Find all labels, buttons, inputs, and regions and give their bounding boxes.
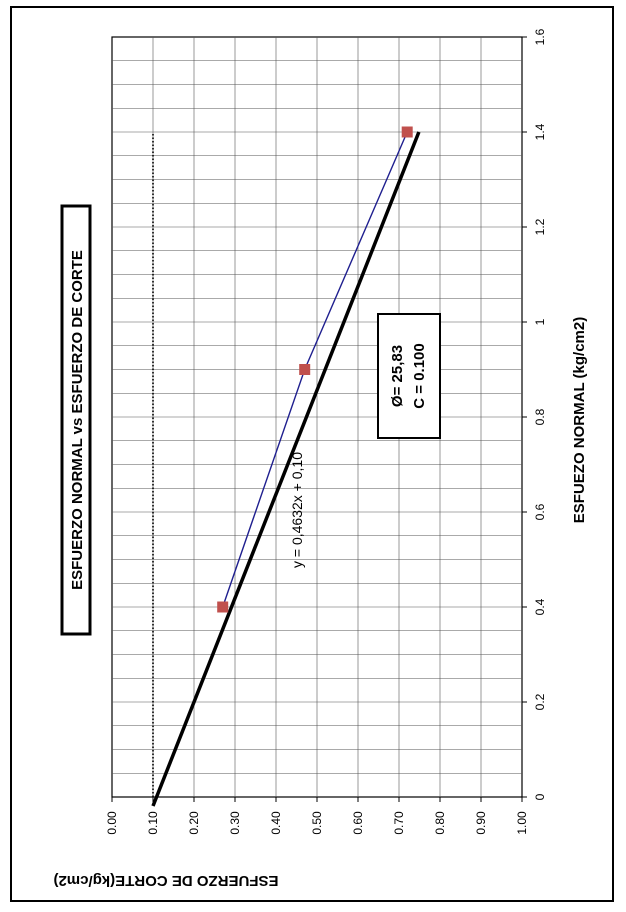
- y-tick-label: 0.00: [105, 811, 119, 835]
- data-point: [299, 364, 311, 375]
- x-tick-label: 0.8: [533, 408, 547, 425]
- chart-title-text: ESFUERZO NORMAL vs ESFUERZO DE CORTE: [69, 250, 86, 590]
- parameters-box: Ø= 25,83 C = 0.100: [377, 313, 441, 439]
- x-tick-label: 1.6: [533, 28, 547, 45]
- y-tick-label: 0.90: [474, 811, 488, 835]
- y-tick-label: 1.00: [515, 811, 529, 835]
- x-tick-label: 0.2: [533, 693, 547, 710]
- x-tick-label: 1: [533, 318, 547, 325]
- y-axis-label: ESFUERZO DE CORTE(kg/cm2): [53, 872, 278, 889]
- x-tick-label: 0.6: [533, 503, 547, 520]
- y-tick-label: 0.70: [392, 811, 406, 835]
- y-tick-label: 0.80: [433, 811, 447, 835]
- x-tick-label: 0.4: [533, 598, 547, 615]
- y-tick-label: 0.50: [310, 811, 324, 835]
- phi-label: Ø= 25,83: [389, 345, 406, 407]
- x-tick-label: 1.4: [533, 123, 547, 140]
- trendline-equation: y = 0,4632x + 0,10: [289, 452, 305, 568]
- y-tick-label: 0.20: [187, 811, 201, 835]
- y-tick-label: 0.60: [351, 811, 365, 835]
- trendline: [151, 131, 421, 807]
- y-tick-label: 0.30: [228, 811, 242, 835]
- grid: [111, 36, 523, 798]
- data-point: [217, 601, 229, 613]
- data-point: [401, 126, 413, 138]
- x-tick-label: 1.2: [533, 218, 547, 235]
- y-tick-label: 0.40: [269, 811, 283, 835]
- x-tick-label: 0: [533, 793, 547, 800]
- x-axis-label: ESFUEZO NORMAL (kg/cm2): [571, 317, 588, 523]
- y-tick-label: 0.10: [146, 811, 160, 835]
- cohesion-label: C = 0.100: [411, 343, 428, 408]
- chart-title: ESFUERZO NORMAL vs ESFUERZO DE CORTE: [60, 204, 92, 636]
